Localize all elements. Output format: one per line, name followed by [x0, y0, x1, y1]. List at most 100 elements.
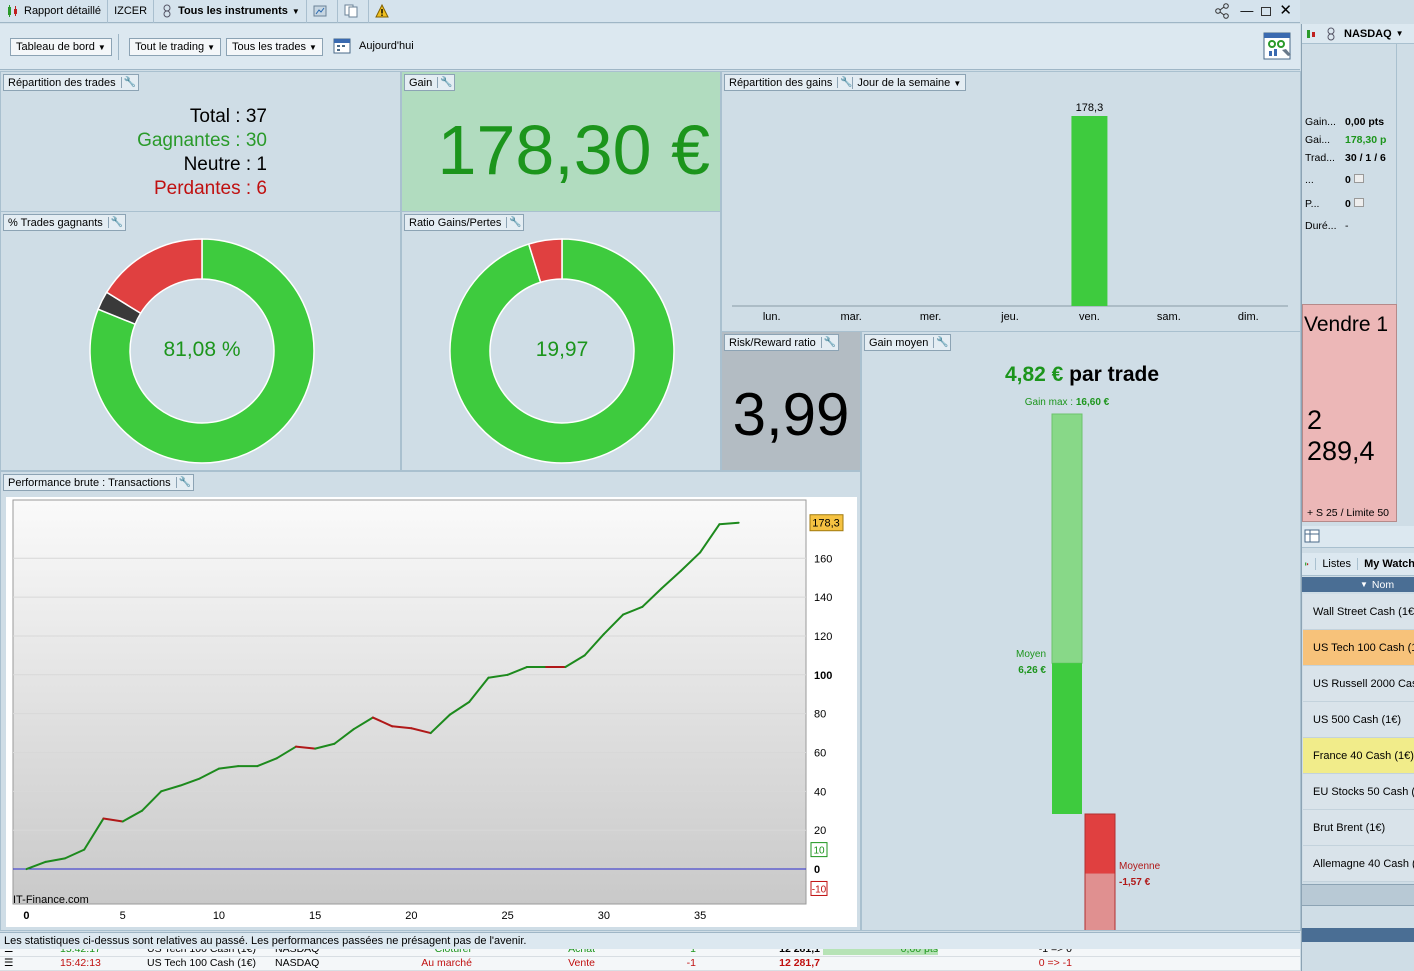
close-position-icon[interactable]	[1353, 174, 1364, 183]
gain-segment	[198, 767, 220, 780]
copy-button[interactable]	[338, 0, 369, 23]
x-tick-label: 20	[405, 910, 417, 922]
loss-segment	[102, 817, 124, 823]
column-name-header[interactable]: Nom	[1371, 578, 1395, 591]
chevron-down-icon: ▼	[207, 43, 216, 52]
blotter-cell-market: NASDAQ	[275, 957, 320, 969]
row-menu-icon[interactable]: ☰	[4, 949, 14, 955]
splitter-bar[interactable]	[1302, 884, 1414, 906]
toolbar: Tableau de bord ▼ Tout le trading ▼ Tous l…	[0, 24, 1300, 70]
instruments-dropdown[interactable]: Tous les instruments ▼	[154, 0, 307, 23]
winning-percentage-panel: % Trades gagnants 🔧 81,08 %	[0, 211, 401, 471]
sort-down-icon[interactable]: ▼	[1360, 580, 1368, 589]
wrench-icon[interactable]: 🔧	[175, 477, 191, 488]
average-gain-headline: 4,82 € par trade	[862, 362, 1302, 388]
gain-segment	[83, 817, 105, 851]
copy-icon	[344, 4, 358, 18]
minimize-icon[interactable]: —	[1240, 3, 1254, 18]
watchlist-row[interactable]: Allemagne 40 Cash (1	[1303, 846, 1414, 882]
wrench-icon[interactable]: 🔧	[820, 337, 836, 348]
trading-dropdown[interactable]: Tout le trading ▼	[129, 38, 222, 56]
y-tick-label: -10	[812, 884, 827, 895]
dashboard-settings-icon[interactable]	[1262, 30, 1294, 62]
info-row-label: Gain...	[1305, 116, 1336, 128]
watchlist-row[interactable]: US Russell 2000 Cash	[1303, 666, 1414, 702]
info-row-label: Duré...	[1305, 220, 1337, 232]
layout-bar	[1302, 526, 1414, 548]
panel-title-text: Gain moyen	[869, 336, 929, 349]
blotter-cell-pos: 0 => -1	[1038, 957, 1072, 969]
panel-title: Ratio Gains/Pertes 🔧	[404, 214, 525, 231]
x-tick-label: 0	[23, 910, 29, 922]
candlestick-icon	[1305, 562, 1309, 566]
chevron-down-icon: ▼	[308, 43, 317, 52]
watchlist-row[interactable]: US Tech 100 Cash (1€)	[1303, 630, 1414, 666]
row-menu-icon[interactable]: ☰	[4, 957, 14, 969]
trades-summary: Total : 37 Gagnantes : 30 Neutre : 1 Per…	[137, 105, 267, 201]
watchlist-header: ▼ Nom	[1302, 577, 1414, 592]
blotter-row[interactable]: ☰ 15:42:13 US Tech 100 Cash (1€) NASDAQ Au m…	[0, 957, 1300, 971]
panel-title-text: Gain	[409, 76, 433, 89]
info-row-value: 30 / 1 / 6	[1345, 152, 1386, 164]
watchlist-row[interactable]: Brut Brent (1€)	[1303, 810, 1414, 846]
watchlist-instrument-name: US 500 Cash (1€)	[1313, 713, 1402, 726]
maximize-icon[interactable]	[1261, 6, 1272, 16]
panel-title: Gain 🔧	[404, 74, 456, 91]
y-tick-label: 120	[814, 631, 832, 643]
gain-segment	[275, 745, 297, 760]
grid-layout-icon[interactable]	[1304, 529, 1320, 545]
average-label: Moyen	[1016, 649, 1046, 660]
market-selector[interactable]: NASDAQ ▼	[1302, 24, 1414, 44]
tab-lists[interactable]: Listes	[1315, 558, 1359, 570]
share-icon[interactable]	[1214, 3, 1232, 19]
panel-title-text: Ratio Gains/Pertes	[409, 216, 502, 229]
link-icon	[1327, 27, 1335, 40]
wrench-icon[interactable]: 🔧	[506, 217, 522, 228]
wrench-icon[interactable]: 🔧	[120, 77, 136, 88]
watchlist-row[interactable]: Wall Street Cash (1€)	[1303, 594, 1414, 630]
blotter-cell-market: NASDAQ	[275, 949, 320, 955]
wrench-icon[interactable]: 🔧	[107, 217, 123, 228]
weekday-dropdown[interactable]: Jour de la semaine ▼	[852, 76, 961, 89]
close-position-icon[interactable]	[1353, 198, 1364, 207]
account-label[interactable]: IZCER	[108, 0, 155, 23]
trades-dropdown[interactable]: Tous les trades ▼	[226, 38, 323, 56]
watchlist-row[interactable]: EU Stocks 50 Cash (2	[1303, 774, 1414, 810]
gain-segment	[429, 713, 451, 735]
gain-segment	[641, 587, 663, 608]
today-label: Aujourd'hui	[359, 40, 414, 52]
today-button[interactable]: Aujourd'hui	[333, 37, 414, 55]
report-tab[interactable]: Rapport détaillé	[0, 0, 109, 23]
average-loss-bar	[1085, 814, 1115, 874]
wrench-icon[interactable]: 🔧	[933, 337, 949, 348]
blotter-row[interactable]: ☰ 15:42:17 US Tech 100 Cash (1€) NASDAQ Clôt…	[0, 949, 1300, 957]
winners-slice	[89, 238, 315, 464]
loss-segment	[391, 725, 413, 730]
tab-my-watchlist[interactable]: My Watch	[1364, 558, 1414, 570]
loss-segment	[294, 745, 317, 750]
sell-button[interactable]: Vendre 1 2 289,4 + S 25 / Limite 50	[1302, 304, 1397, 522]
watchlist-instrument-name: Wall Street Cash (1€)	[1313, 605, 1414, 618]
y-tick-label: 20	[814, 825, 826, 837]
info-row: Duré... -	[1305, 220, 1349, 232]
watchlist-row[interactable]: US 500 Cash (1€)	[1303, 702, 1414, 738]
loss-segment	[371, 716, 394, 728]
blotter-cell-order: Clôturer	[434, 949, 472, 955]
chart-window-button[interactable]	[307, 0, 338, 23]
position-info: Gain... 0,00 pts Gai... 178,30 p Trad... 30…	[1302, 44, 1397, 304]
blotter-cell-order: Au marché	[421, 957, 472, 969]
wrench-icon[interactable]: 🔧	[837, 77, 853, 88]
panel-title-text: Risk/Reward ratio	[729, 336, 816, 349]
wrench-icon[interactable]: 🔧	[437, 77, 453, 88]
gain-segment	[622, 605, 644, 616]
gain-segment	[487, 673, 509, 679]
disclaimer: Les statistiques ci-dessus sont relative…	[0, 932, 1300, 949]
watchlist-row[interactable]: France 40 Cash (1€)	[1303, 738, 1414, 774]
dashboard-dropdown[interactable]: Tableau de bord ▼	[10, 38, 112, 56]
y-tick-label: 80	[814, 709, 826, 721]
average-gain-panel: Gain moyen 🔧 4,82 € par trade Gain max : …	[861, 331, 1301, 931]
warning-button[interactable]	[369, 0, 399, 23]
risk-reward-panel: Risk/Reward ratio 🔧 3,99	[721, 331, 861, 471]
close-icon[interactable]: ✕	[1279, 2, 1292, 19]
